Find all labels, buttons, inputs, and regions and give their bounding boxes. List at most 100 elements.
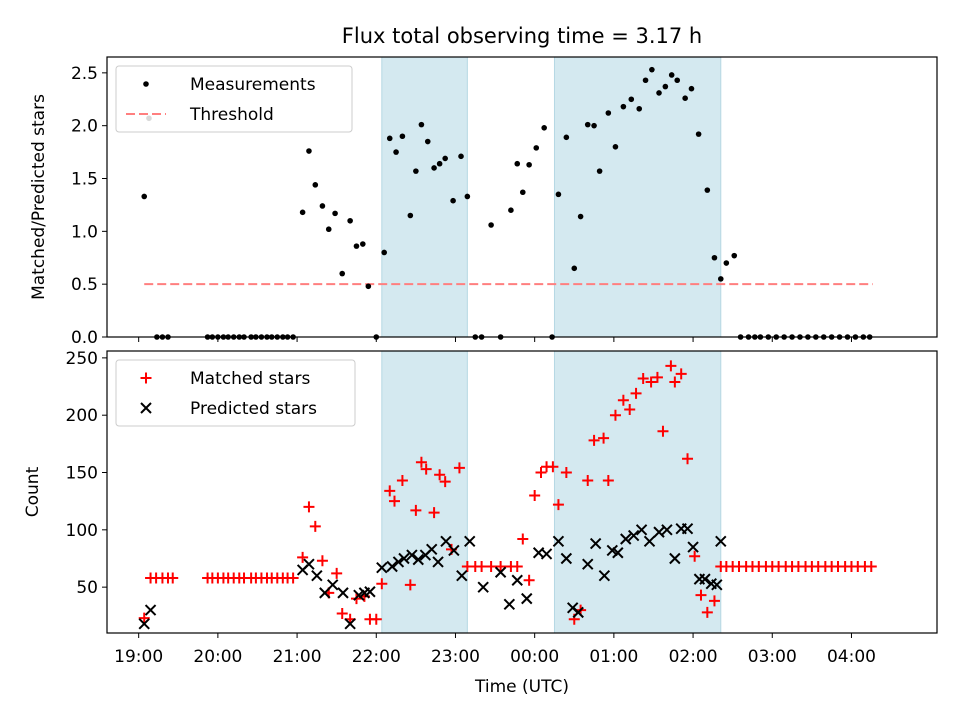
predicted-star-point: [511, 574, 523, 586]
y-tick-label: 250: [66, 349, 98, 369]
matched-star-point: [410, 504, 422, 516]
matched-star-point: [138, 612, 150, 624]
legend-marker-matched: [140, 372, 152, 384]
measurement-point: [695, 131, 702, 137]
measurement-point: [620, 103, 627, 110]
y-tick-label: 50: [76, 578, 98, 598]
measurement-point: [584, 121, 591, 128]
matched-star-point: [439, 476, 451, 488]
observing-window: [553, 56, 722, 338]
measurement-point: [407, 212, 414, 219]
measurement-point: [347, 217, 353, 224]
measurement-point: [360, 241, 366, 247]
measurement-point: [612, 144, 619, 150]
measurement-point: [488, 222, 494, 228]
measurement-point: [141, 193, 148, 200]
measurement-point: [731, 252, 738, 259]
legend-marker-predicted: [140, 402, 152, 414]
matched-star-point: [167, 572, 179, 584]
predicted-star-point: [344, 618, 356, 630]
measurement-point: [526, 161, 532, 168]
matched-star-point: [485, 561, 497, 573]
predicted-star-point: [412, 553, 424, 566]
chart-title: Flux total observing time = 3.17 h: [342, 24, 702, 48]
measurement-point: [381, 249, 387, 256]
matched-star-point: [588, 434, 600, 446]
predicted-star-point: [681, 522, 694, 535]
matched-star-point: [428, 507, 440, 519]
measurement-point: [563, 134, 570, 141]
matched-star-point: [645, 376, 657, 388]
x-tick-label: 02:00: [669, 647, 718, 667]
measurement-point: [591, 122, 597, 129]
measurement-point: [312, 182, 319, 188]
x-tick-label: 21:00: [273, 647, 322, 667]
observing-window: [553, 350, 722, 634]
y-tick-label: 2.0: [71, 117, 98, 137]
predicted-star-point: [440, 535, 452, 548]
measurement-point: [668, 72, 675, 78]
measurement-point: [704, 187, 711, 193]
matched-star-point: [617, 394, 629, 406]
matched-star-point: [404, 579, 416, 591]
x-tick-label: 20:00: [193, 647, 242, 667]
legend-box: [115, 65, 353, 133]
predicted-star-point: [426, 543, 438, 556]
legend-label: Matched stars: [190, 369, 310, 389]
measurement-point: [682, 95, 688, 102]
x-axis-label: Time (UTC): [474, 677, 569, 697]
predicted-star-point: [521, 592, 533, 605]
x-tick-label: 22:00: [352, 647, 401, 667]
predicted-star-point: [456, 569, 468, 582]
predicted-star-point: [398, 552, 410, 565]
y-tick-label: 0.0: [71, 328, 98, 348]
matched-star-point: [420, 463, 432, 475]
matched-star-point: [309, 520, 321, 532]
predicted-star-point: [406, 549, 418, 561]
y-axis-label: Count: [23, 466, 43, 517]
legend-label: Predicted stars: [190, 399, 317, 419]
count-panel: 50 100 150 200 250 19:00 20:00 21:00 22:00 23:00 0…: [23, 349, 938, 667]
predicted-star-point: [448, 544, 460, 557]
matched-star-point: [535, 467, 547, 479]
predicted-star-point: [627, 529, 640, 542]
measurement-point: [508, 207, 514, 214]
predicted-star-point: [715, 535, 727, 548]
matched-star-point: [297, 551, 309, 563]
matched-star-point: [434, 469, 446, 481]
matched-star-point: [529, 489, 541, 501]
matched-star-point: [630, 387, 642, 399]
matched-star-point: [665, 360, 677, 372]
matched-star-point: [384, 485, 396, 497]
measurement-point: [636, 105, 643, 112]
measurement-point: [365, 283, 372, 290]
x-tick-label: 19:00: [114, 647, 163, 667]
y-tick-label: 200: [66, 406, 98, 426]
measurement-point: [325, 226, 332, 233]
matched-star-point: [560, 467, 572, 479]
predicted-star-point: [598, 569, 611, 582]
measurement-point: [711, 254, 718, 261]
predicted-star-point: [386, 560, 398, 573]
ratio-panel: 0.0 0.5 1.0 1.5 2.0 2.5 Matched/Predicted star…: [29, 56, 938, 348]
predicted-star-point: [635, 524, 648, 536]
matched-star-point: [637, 373, 649, 385]
predicted-star-point: [337, 587, 349, 599]
predicted-star-point: [589, 537, 602, 550]
measurement-point: [519, 189, 526, 196]
plot-frame: [106, 350, 938, 634]
predicted-star-point: [643, 535, 656, 548]
measurement-point: [533, 145, 540, 151]
predicted-star-point: [464, 535, 476, 548]
matched-star-point: [316, 555, 328, 567]
predicted-star-point: [494, 566, 507, 578]
predicted-star-point: [711, 579, 723, 591]
predicted-star-point: [620, 533, 632, 545]
x-tick-label: 23:00: [431, 647, 480, 667]
measurement-point: [555, 191, 562, 198]
legend-label: Threshold: [189, 105, 274, 125]
predicted-star-point: [572, 606, 584, 619]
predicted-star-point: [376, 561, 388, 574]
predicted-star-point: [364, 586, 376, 598]
